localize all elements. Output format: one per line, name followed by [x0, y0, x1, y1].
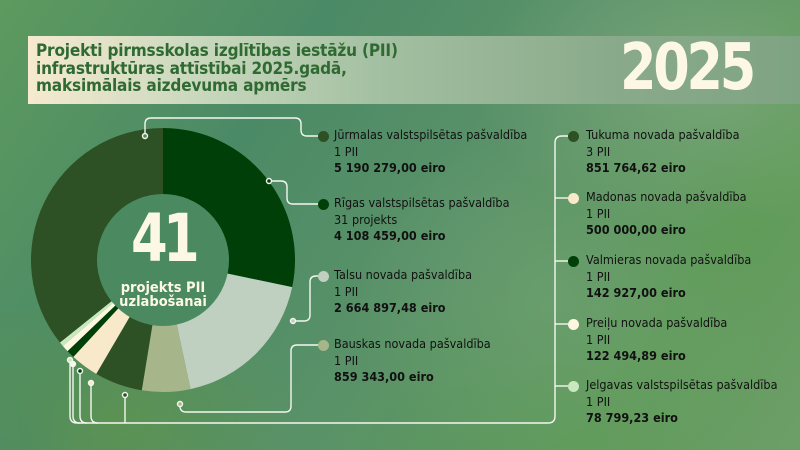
- entry-count: 1 PII: [334, 144, 359, 159]
- legend-dot-jurmala: [318, 131, 329, 142]
- legend-dot-jelgava: [568, 381, 579, 392]
- entry-count: 1 PII: [586, 206, 611, 221]
- connector-jurmala: [144, 117, 320, 137]
- connector-riga: [269, 180, 320, 205]
- donut-slice: [141, 260, 191, 392]
- entry-name: Madonas novada pašvaldība: [586, 190, 747, 204]
- legend-entry-riga: Rīgas valstspilsētas pašvaldība 31 proje…: [334, 195, 521, 245]
- title-line-1: Projekti pirmsskolas izglītības iestāžu …: [36, 41, 398, 60]
- title-line-2: infrastruktūras attīstībai 2025.gadā,: [36, 58, 347, 78]
- entry-count: 3 PII: [586, 144, 611, 159]
- entry-name: Jelgavas valstspilsētas pašvaldība: [586, 378, 778, 392]
- donut-slice: [30, 128, 164, 343]
- legend-entry-valmiera: Valmieras novada pašvaldība 1 PII 142 92…: [586, 252, 762, 302]
- entry-count: 1 PII: [334, 284, 359, 299]
- title-line-3: maksimālais aizdevuma apmērs: [36, 76, 307, 95]
- page-title: Projekti pirmsskolas izglītības iestāžu …: [36, 42, 456, 95]
- entry-name: Talsu novada pašvaldība: [334, 268, 473, 282]
- center-label-line-2: uzlabošanai: [119, 294, 207, 310]
- entry-amount: 851 764,62 eiro: [586, 161, 686, 175]
- connector-talsi: [293, 275, 320, 322]
- entry-count: 31 projekts: [334, 212, 398, 227]
- entry-name: Valmieras novada pašvaldība: [586, 253, 752, 267]
- legend-entry-jurmala: Jūrmalas valstspilsētas pašvaldība 1 PII…: [334, 127, 540, 177]
- legend-dot-madona: [568, 193, 579, 204]
- legend-entry-talsi: Talsu novada pašvaldība 1 PII 2 664 897,…: [334, 267, 481, 317]
- legend-entry-tukums: Tukuma novada pašvaldība 3 PII 851 764,6…: [586, 127, 749, 177]
- entry-name: Tukuma novada pašvaldība: [586, 128, 740, 142]
- legend-dot-riga: [318, 199, 329, 210]
- title-banner: [28, 36, 800, 104]
- entry-amount: 78 799,23 eiro: [586, 411, 678, 425]
- entry-amount: 4 108 459,00 eiro: [334, 229, 446, 243]
- center-label: projekts PII uzlabošanai: [103, 280, 223, 310]
- center-label-line-1: projekts PII: [120, 280, 206, 296]
- entry-count: 1 PII: [586, 332, 611, 347]
- entry-amount: 122 494,89 eiro: [586, 349, 686, 363]
- entry-name: Rīgas valstspilsētas pašvaldība: [334, 196, 510, 210]
- entry-name: Preiļu novada pašvaldība: [586, 316, 728, 330]
- legend-entry-preili: Preiļu novada pašvaldība 1 PII 122 494,8…: [586, 315, 736, 365]
- entry-name: Bauskas novada pašvaldība: [334, 337, 491, 351]
- legend-dot-valmiera: [568, 256, 579, 267]
- legend-dot-preili: [568, 319, 579, 330]
- entry-amount: 500 000,00 eiro: [586, 223, 686, 237]
- entry-count: 1 PII: [586, 269, 611, 284]
- legend-entry-jelgava: Jelgavas valstspilsētas pašvaldība 1 PII…: [586, 377, 790, 427]
- legend-dot-talsi: [318, 271, 329, 282]
- entry-count: 1 PII: [586, 394, 611, 409]
- legend-entry-bauska: Bauskas novada pašvaldība 1 PII 859 343,…: [334, 336, 501, 386]
- entry-name: Jūrmalas valstspilsētas pašvaldība: [334, 128, 528, 142]
- center-total-number: 41: [131, 200, 200, 277]
- entry-amount: 2 664 897,48 eiro: [334, 301, 446, 315]
- donut-center: [97, 194, 229, 326]
- entry-amount: 859 343,00 eiro: [334, 370, 434, 384]
- connector-lines: [66, 117, 568, 424]
- legend-dot-bauska: [318, 340, 329, 351]
- entry-amount: 142 927,00 eiro: [586, 286, 686, 300]
- entry-count: 1 PII: [334, 353, 359, 368]
- legend-entry-madona: Madonas novada pašvaldība 1 PII 500 000,…: [586, 189, 757, 239]
- connector-bauska: [179, 344, 320, 413]
- legend-dot-tukums: [568, 131, 579, 142]
- entry-amount: 5 190 279,00 eiro: [334, 161, 446, 175]
- connector-right-column: [69, 135, 568, 424]
- year-label: 2025: [620, 31, 756, 105]
